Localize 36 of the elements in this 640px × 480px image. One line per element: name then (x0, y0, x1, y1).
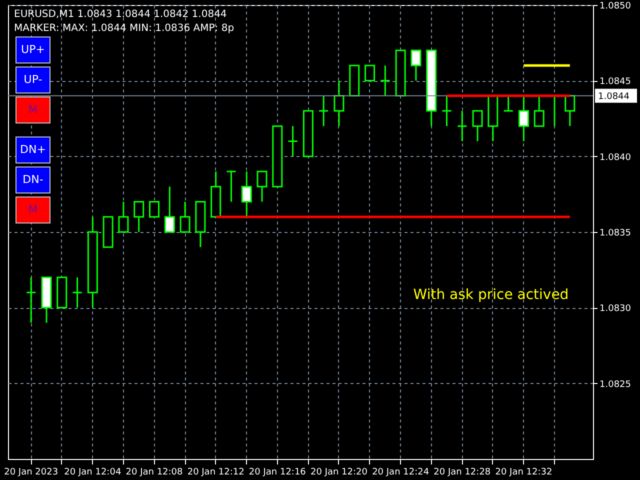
ref-line-label: 1.0844 (598, 92, 630, 102)
annotation: M (28, 203, 38, 216)
annotation: UP- (24, 73, 42, 86)
y-tick-label: 1.0850 (600, 2, 632, 12)
candlestick (318, 95, 329, 127)
candlestick (518, 95, 529, 142)
y-tick-label: 1.0830 (600, 304, 632, 314)
candlestick (87, 216, 98, 308)
candlestick (288, 125, 298, 158)
y-tick-label: 1.0840 (600, 152, 632, 163)
annotation: DN- (22, 173, 44, 186)
candlestick (456, 110, 468, 142)
x-tick-label: 20 Jan 12:32 (495, 468, 552, 478)
y-tick-label: 1.0825 (600, 380, 631, 390)
candlestick (241, 170, 252, 218)
x-tick-label: 20 Jan 12:20 (310, 468, 368, 478)
x-tick-label: 20 Jan 12:24 (372, 468, 430, 478)
x-tick-label: 20 Jan 2023 (4, 468, 58, 478)
annotation: DN+ (20, 143, 46, 156)
y-tick-label: 1.0845 (600, 77, 631, 88)
chart-title: EURUSD,M1 1.0843 1.0844 1.0842 1.0844 (14, 9, 227, 20)
candlestick (26, 276, 36, 324)
annotation: With ask price actived (413, 287, 569, 303)
x-tick-label: 20 Jan 12:08 (126, 468, 184, 478)
y-tick-label: 1.0835 (600, 228, 631, 238)
x-tick-label: 20 Jan 12:04 (64, 468, 122, 478)
x-tick-label: 20 Jan 12:28 (434, 468, 491, 478)
candlestick (442, 95, 452, 127)
text: MARKER: MAX: 1.0844 MIN: 1.0836 AMP: 8p (14, 23, 234, 34)
candlestick (334, 80, 344, 127)
annotation: M (28, 103, 38, 116)
annotation: UP+ (21, 43, 45, 56)
x-tick-label: 20 Jan 12:16 (248, 468, 306, 478)
candlestick (380, 64, 390, 97)
x-tick-label: 20 Jan 12:12 (187, 468, 244, 478)
candlestick (72, 276, 83, 308)
